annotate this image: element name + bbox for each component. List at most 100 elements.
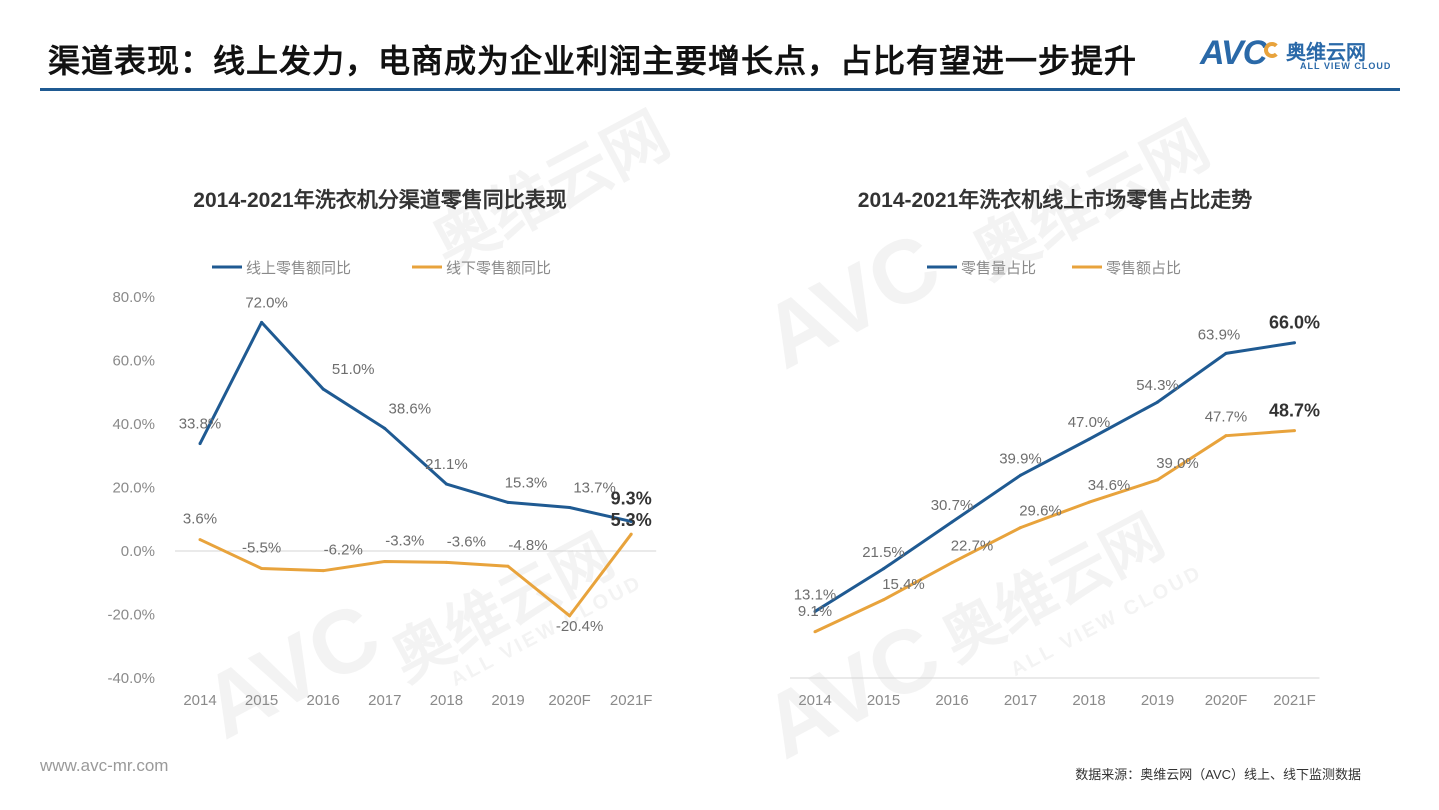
x-tick-label: 2014 bbox=[183, 692, 216, 709]
data-point bbox=[882, 598, 885, 602]
data-label: 47.0% bbox=[1068, 414, 1111, 431]
data-label: 33.8% bbox=[179, 416, 222, 433]
data-label: 21.5% bbox=[862, 544, 905, 561]
data-point bbox=[568, 614, 572, 618]
data-point bbox=[568, 506, 572, 510]
data-point bbox=[198, 442, 202, 446]
legend-label: 零售量占比 bbox=[961, 260, 1036, 277]
data-point bbox=[1019, 526, 1022, 530]
data-label: 34.6% bbox=[1088, 477, 1131, 494]
data-label: 9.3% bbox=[611, 488, 652, 508]
data-point bbox=[198, 538, 202, 542]
data-label: 13.1% bbox=[794, 586, 837, 603]
channel-yoy-line-chart: 80.0% 60.0% 40.0% 20.0% 0.0% -20.0% -40.0% 2014… bbox=[107, 260, 657, 709]
chart-title-left: 2014-2021年洗衣机分渠道零售同比表现 bbox=[193, 189, 567, 212]
data-point bbox=[1019, 473, 1022, 477]
x-tick-label: 2018 bbox=[430, 692, 463, 709]
data-point bbox=[321, 569, 325, 573]
legend-label: 零售额占比 bbox=[1106, 260, 1181, 277]
data-label: 22.7% bbox=[951, 538, 994, 555]
x-tick-label: 2016 bbox=[935, 692, 968, 709]
data-label: 66.0% bbox=[1269, 313, 1320, 333]
data-point bbox=[1156, 400, 1159, 404]
chart-title-right: 2014-2021年洗衣机线上市场零售占比走势 bbox=[857, 189, 1253, 212]
data-point bbox=[1224, 351, 1228, 355]
data-label: 54.3% bbox=[1136, 377, 1179, 394]
x-tick-label: 2014 bbox=[798, 692, 831, 709]
data-point bbox=[1087, 500, 1091, 504]
data-label: 15.4% bbox=[882, 576, 925, 593]
series-line bbox=[199, 533, 633, 618]
data-point bbox=[882, 567, 885, 571]
series-line bbox=[814, 341, 1295, 613]
data-label: 9.1% bbox=[798, 603, 832, 620]
logo-mark: AVC bbox=[1200, 34, 1267, 72]
data-label: 51.0% bbox=[332, 361, 375, 378]
title-divider bbox=[40, 88, 1400, 91]
x-tick-label: 2021F bbox=[610, 692, 653, 709]
y-tick-label: 40.0% bbox=[112, 416, 155, 433]
data-label: -6.2% bbox=[324, 542, 363, 559]
x-tick-label: 2017 bbox=[368, 692, 401, 709]
data-point bbox=[1156, 478, 1159, 482]
data-point bbox=[629, 519, 633, 523]
x-tick-label: 2015 bbox=[867, 692, 900, 709]
data-label: 63.9% bbox=[1198, 326, 1241, 343]
data-label: 15.3% bbox=[505, 474, 548, 491]
data-label: 29.6% bbox=[1019, 503, 1062, 520]
y-tick-label: -40.0% bbox=[107, 670, 155, 687]
data-label: 47.7% bbox=[1205, 409, 1248, 426]
x-tick-label: 2020F bbox=[1205, 692, 1248, 709]
data-label: -3.3% bbox=[385, 532, 424, 549]
brand-logo: AVC 奥维云网 ALL VIEW CLOUD bbox=[1200, 34, 1410, 78]
data-point bbox=[813, 630, 817, 634]
data-label: 5.3% bbox=[611, 510, 652, 530]
data-label: -20.4% bbox=[556, 618, 604, 635]
data-label: 39.9% bbox=[999, 450, 1042, 467]
x-tick-label: 2020F bbox=[548, 692, 591, 709]
legend-label: 线下零售额同比 bbox=[446, 260, 551, 277]
data-label: 3.6% bbox=[183, 511, 217, 528]
data-label: -5.5% bbox=[242, 539, 281, 556]
data-point bbox=[506, 564, 510, 568]
x-tick-label: 2019 bbox=[491, 692, 524, 709]
y-tick-label: 0.0% bbox=[121, 543, 155, 560]
footer-source: 数据来源：奥维云网（AVC）线上、线下监测数据 bbox=[1075, 767, 1361, 782]
data-point bbox=[383, 559, 387, 563]
data-point bbox=[260, 320, 264, 324]
data-point bbox=[321, 387, 325, 391]
online-share-line-chart: 2014 2015 2016 2017 2018 2019 2020F 2021F 零售量占比 零… bbox=[790, 260, 1320, 709]
legend-label: 线上零售额同比 bbox=[246, 260, 351, 277]
data-point bbox=[950, 561, 954, 565]
data-label: 21.1% bbox=[425, 456, 468, 473]
x-tick-label: 2016 bbox=[307, 692, 340, 709]
data-label: 38.6% bbox=[389, 400, 432, 417]
data-label: 39.0% bbox=[1156, 455, 1199, 472]
x-tick-label: 2015 bbox=[245, 692, 278, 709]
data-point bbox=[444, 482, 448, 486]
data-point bbox=[1293, 429, 1296, 433]
logo-name: 奥维云网 bbox=[1286, 42, 1366, 64]
data-point bbox=[444, 560, 448, 564]
page-title: 渠道表现：线上发力，电商成为企业利润主要增长点，占比有望进一步提升 bbox=[48, 43, 1138, 79]
x-tick-label: 2019 bbox=[1141, 692, 1174, 709]
data-point bbox=[260, 566, 264, 570]
y-tick-label: 60.0% bbox=[112, 353, 155, 370]
data-label: -3.6% bbox=[447, 533, 486, 550]
data-point bbox=[1224, 434, 1228, 438]
data-point bbox=[629, 532, 633, 536]
data-label: 48.7% bbox=[1269, 401, 1320, 421]
x-tick-label: 2017 bbox=[1004, 692, 1037, 709]
data-point bbox=[383, 426, 387, 430]
series-line bbox=[814, 429, 1295, 634]
logo-swirl-icon bbox=[1264, 42, 1280, 58]
data-point bbox=[1293, 341, 1296, 345]
data-label: 13.7% bbox=[573, 480, 616, 497]
y-tick-label: -20.0% bbox=[107, 607, 155, 624]
series-line bbox=[198, 320, 632, 523]
data-point bbox=[506, 500, 510, 504]
data-point bbox=[813, 609, 817, 613]
y-tick-label: 80.0% bbox=[112, 289, 155, 306]
data-point bbox=[950, 520, 954, 524]
data-point bbox=[1087, 437, 1091, 441]
